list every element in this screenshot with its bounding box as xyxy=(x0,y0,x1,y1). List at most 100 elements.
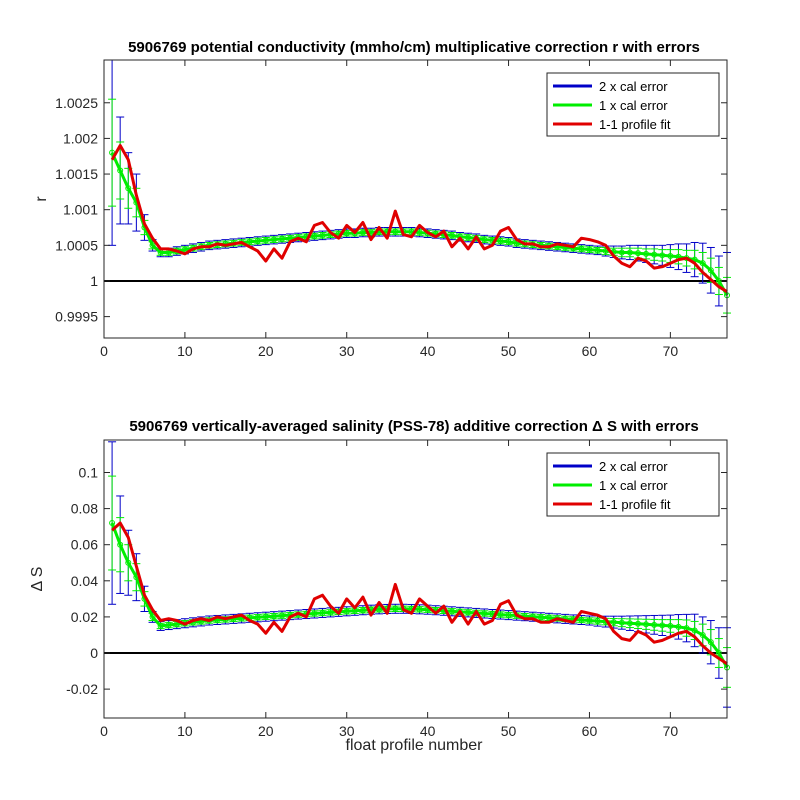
bottom-fit-point xyxy=(643,621,650,628)
top-fit-point xyxy=(448,232,455,239)
bottom-legend-label-2x: 2 x cal error xyxy=(599,459,668,474)
bottom-y-tick-label: 0 xyxy=(90,645,98,661)
top-fit-point xyxy=(659,252,666,259)
top-chart-title: 5906769 potential conductivity (mmho/cm)… xyxy=(128,39,700,56)
top-y-ticks: 0.9995 1 1.0005 1.001 1.0015 1.002 1.0025 xyxy=(55,95,727,325)
bottom-fit-point xyxy=(270,613,277,620)
top-y-tick-label: 1.002 xyxy=(63,130,98,146)
bottom-data-marks xyxy=(104,441,731,708)
bottom-x-tick-label: 70 xyxy=(663,723,679,739)
top-fit-point xyxy=(699,260,706,267)
top-fit-point xyxy=(149,242,156,249)
top-x-tick-label: 0 xyxy=(100,343,108,359)
top-fit-point xyxy=(635,250,641,257)
top-x-tick-label: 70 xyxy=(663,343,679,359)
bottom-fit-point xyxy=(279,612,285,619)
top-panel: 5906769 potential conductivity (mmho/cm)… xyxy=(33,39,731,359)
bottom-fit-point xyxy=(125,559,132,566)
bottom-fit-point xyxy=(311,610,318,617)
top-fit-point xyxy=(594,247,601,254)
bottom-fit-point xyxy=(165,622,172,629)
top-fit-point xyxy=(667,253,674,260)
top-x-tick-label: 60 xyxy=(582,343,598,359)
top-fit-point xyxy=(343,230,350,237)
bottom-fit-point xyxy=(537,614,544,621)
top-fit-point xyxy=(643,250,650,257)
top-fit-point xyxy=(586,246,593,253)
top-fit-point xyxy=(481,236,488,243)
bottom-fit-point xyxy=(157,622,164,629)
bottom-y-tick-label: 0.04 xyxy=(71,573,98,589)
top-fit-point xyxy=(311,233,318,240)
top-fit-point xyxy=(578,245,585,252)
bottom-x-tick-label: 60 xyxy=(582,723,598,739)
bottom-legend-label-1x: 1 x cal error xyxy=(599,478,668,493)
bottom-x-axis-label: float profile number xyxy=(346,737,484,754)
top-legend-label-profile: 1-1 profile fit xyxy=(599,117,671,132)
bottom-fit-point xyxy=(262,613,269,620)
bottom-fit-point xyxy=(659,622,666,629)
bottom-fit-point xyxy=(635,620,641,627)
bottom-fit-point xyxy=(707,639,714,646)
top-legend-label-1x: 1 x cal error xyxy=(599,98,668,113)
top-fit-point xyxy=(262,237,269,244)
bottom-fit-point xyxy=(594,618,601,625)
bottom-legend-label-profile: 1-1 profile fit xyxy=(599,497,671,512)
bottom-fit-point xyxy=(691,627,698,634)
bottom-y-tick-label: 0.08 xyxy=(71,501,98,517)
bottom-panel: 5906769 vertically-averaged salinity (PS… xyxy=(29,418,731,754)
top-fit-point xyxy=(254,238,261,245)
top-x-tick-label: 10 xyxy=(177,343,193,359)
bottom-y-axis-label: Δ S xyxy=(29,567,46,592)
top-y-tick-label: 1.0005 xyxy=(55,237,98,253)
top-y-tick-label: 1 xyxy=(90,273,98,289)
bottom-fit-point xyxy=(675,623,682,630)
top-profile-fit-line xyxy=(110,144,728,293)
bottom-fit-point xyxy=(578,616,585,623)
bottom-fit-point xyxy=(327,609,334,616)
top-fit-point xyxy=(707,267,714,274)
bottom-fit-point xyxy=(117,541,124,548)
top-fit-point xyxy=(279,235,285,242)
bottom-fit-point xyxy=(667,622,674,629)
bottom-fit-point xyxy=(457,608,463,615)
bottom-fit-point xyxy=(651,621,658,628)
bottom-fit-point xyxy=(465,609,472,616)
bottom-x-tick-label: 40 xyxy=(420,723,436,739)
bottom-fit-point xyxy=(626,620,633,627)
bottom-fit-point xyxy=(448,608,455,615)
bottom-legend: 2 x cal error 1 x cal error 1-1 profile … xyxy=(546,452,720,517)
top-fit-point xyxy=(181,246,188,253)
bottom-x-ticks: 0 10 20 30 40 50 60 70 xyxy=(100,440,678,739)
top-data-marks xyxy=(104,60,731,338)
top-fit-point xyxy=(359,229,366,236)
bottom-x-tick-label: 50 xyxy=(501,723,517,739)
bottom-fit-point xyxy=(505,612,512,619)
bottom-chart-title: 5906769 vertically-averaged salinity (PS… xyxy=(129,418,698,435)
top-fit-point xyxy=(505,238,512,245)
top-legend-label-2x: 2 x cal error xyxy=(599,79,668,94)
top-fit-point xyxy=(246,238,253,245)
top-fit-point xyxy=(295,234,302,241)
bottom-x-tick-label: 0 xyxy=(100,723,108,739)
top-x-tick-label: 40 xyxy=(420,343,436,359)
bottom-x-tick-label: 10 xyxy=(177,723,193,739)
top-fit-point xyxy=(626,249,633,256)
bottom-fit-point xyxy=(618,619,625,626)
top-y-tick-label: 1.001 xyxy=(63,202,98,218)
top-fit-point xyxy=(651,251,658,258)
bottom-fit-point xyxy=(254,614,261,621)
bottom-y-ticks: -0.02 0 0.02 0.04 0.06 0.08 0.1 xyxy=(66,464,727,697)
top-x-ticks: 0 10 20 30 40 50 60 70 xyxy=(100,60,678,359)
top-fit-point xyxy=(125,185,132,192)
top-y-tick-label: 1.0025 xyxy=(55,95,98,111)
top-fit-point xyxy=(270,236,277,243)
bottom-fit-point xyxy=(610,619,617,626)
bottom-y-tick-label: 0.1 xyxy=(79,464,99,480)
top-x-tick-label: 50 xyxy=(501,343,517,359)
bottom-fit-point xyxy=(359,607,366,614)
bottom-fit-point xyxy=(343,608,350,615)
top-fit-point xyxy=(465,234,472,241)
top-y-tick-label: 0.9995 xyxy=(55,309,98,325)
